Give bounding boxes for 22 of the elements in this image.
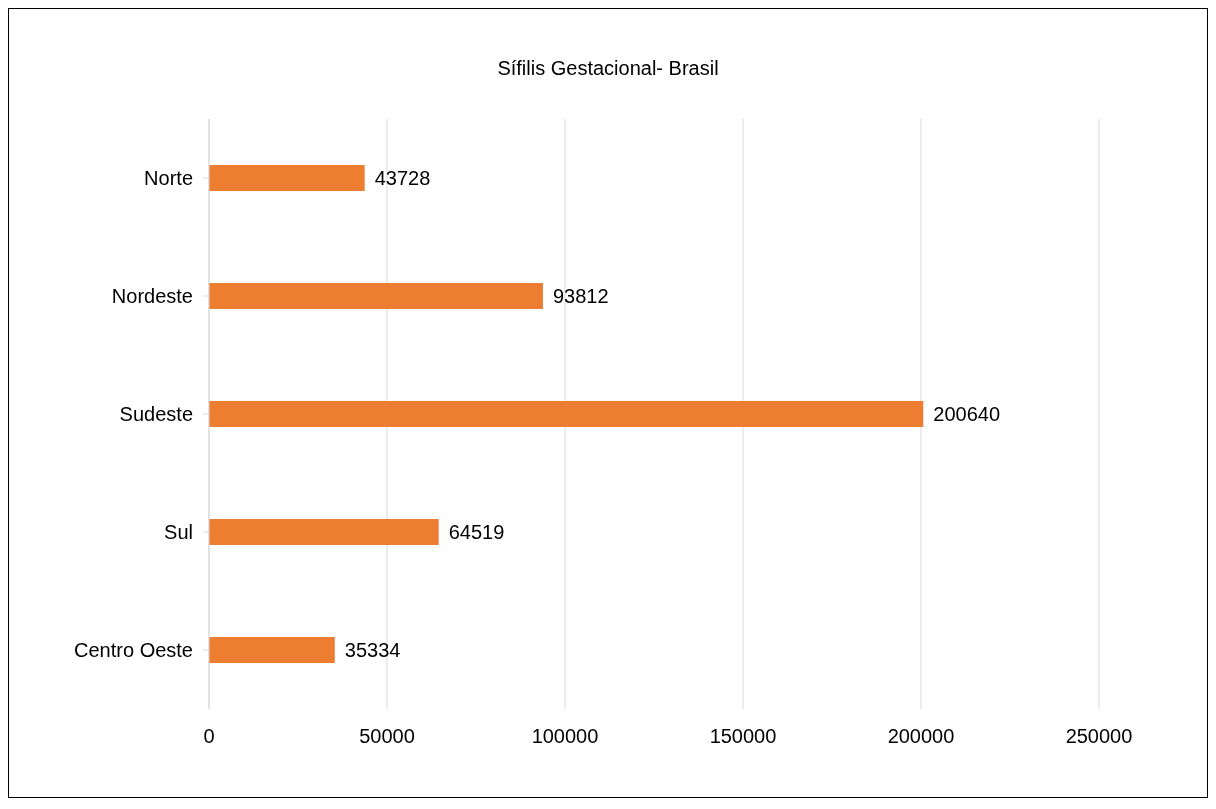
x-tick-label: 200000: [887, 725, 955, 748]
chart-title: Sífilis Gestacional- Brasil: [496, 56, 720, 81]
x-tick-label: 150000: [709, 725, 777, 748]
data-label: 93812: [552, 285, 609, 308]
y-tick-label: Nordeste: [111, 285, 193, 308]
bar: [209, 401, 924, 427]
data-label: 43728: [374, 167, 431, 190]
bar: [209, 165, 365, 191]
y-tick-label: Centro Oeste: [74, 639, 193, 662]
bar: [209, 283, 543, 309]
y-tick-label: Sudeste: [119, 403, 193, 426]
x-tick-label: 100000: [531, 725, 599, 748]
data-label: 200640: [933, 403, 1001, 426]
data-label: 64519: [448, 521, 505, 544]
x-tick-label: 250000: [1065, 725, 1133, 748]
x-tick-label: 0: [203, 725, 215, 748]
data-label: 35334: [344, 639, 401, 662]
y-tick-label: Norte: [144, 167, 193, 190]
x-tick-label: 50000: [359, 725, 415, 748]
y-tick-label: Sul: [164, 521, 193, 544]
bar: [209, 519, 439, 545]
bar: [209, 637, 335, 663]
